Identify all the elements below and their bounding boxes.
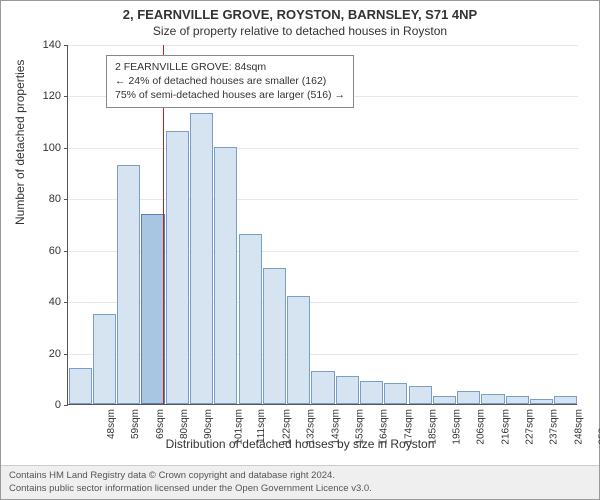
histogram-bar xyxy=(141,214,164,404)
histogram-bar xyxy=(554,396,577,404)
y-tick-mark xyxy=(64,96,68,97)
y-tick-mark xyxy=(64,45,68,46)
gridline xyxy=(68,148,578,149)
y-tick-mark xyxy=(64,405,68,406)
x-axis-label: Distribution of detached houses by size … xyxy=(1,437,599,451)
chart-footer: Contains HM Land Registry data © Crown c… xyxy=(1,465,599,499)
y-tick-label: 40 xyxy=(1,296,61,308)
y-tick-label: 20 xyxy=(1,348,61,360)
annotation-line-1: 2 FEARNVILLE GROVE: 84sqm xyxy=(115,60,345,74)
chart-plot-area: 48sqm59sqm69sqm80sqm90sqm101sqm111sqm122… xyxy=(67,45,577,405)
histogram-bar xyxy=(360,381,383,404)
y-tick-label: 80 xyxy=(1,193,61,205)
chart-title-sub: Size of property relative to detached ho… xyxy=(1,22,599,38)
histogram-bar xyxy=(287,296,310,404)
histogram-bar xyxy=(117,165,140,404)
histogram-bar xyxy=(384,383,407,404)
gridline xyxy=(68,199,578,200)
y-tick-mark xyxy=(64,199,68,200)
footer-line-2: Contains public sector information licen… xyxy=(9,483,591,495)
y-tick-label: 0 xyxy=(1,399,61,411)
y-tick-label: 100 xyxy=(1,142,61,154)
histogram-bar xyxy=(93,314,116,404)
y-tick-label: 140 xyxy=(1,39,61,51)
histogram-bar xyxy=(433,396,456,404)
chart-title-main: 2, FEARNVILLE GROVE, ROYSTON, BARNSLEY, … xyxy=(1,1,599,22)
x-tick-label: 90sqm xyxy=(203,409,214,439)
histogram-bar xyxy=(239,234,262,404)
chart-container: 2, FEARNVILLE GROVE, ROYSTON, BARNSLEY, … xyxy=(0,0,600,500)
histogram-bar xyxy=(311,371,334,404)
histogram-bar xyxy=(214,147,237,404)
annotation-line-3: 75% of semi-detached houses are larger (… xyxy=(115,88,345,102)
annotation-line-2: ← 24% of detached houses are smaller (16… xyxy=(115,74,345,88)
x-tick-label: 48sqm xyxy=(106,409,117,439)
histogram-bar xyxy=(481,394,504,404)
annotation-box: 2 FEARNVILLE GROVE: 84sqm← 24% of detach… xyxy=(106,55,354,108)
histogram-bar xyxy=(190,113,213,404)
y-tick-mark xyxy=(64,302,68,303)
histogram-bar xyxy=(263,268,286,404)
histogram-bar xyxy=(506,396,529,404)
gridline xyxy=(68,45,578,46)
y-tick-mark xyxy=(64,251,68,252)
chart-plot: 48sqm59sqm69sqm80sqm90sqm101sqm111sqm122… xyxy=(67,45,577,405)
histogram-bar xyxy=(457,391,480,404)
x-tick-label: 80sqm xyxy=(179,409,190,439)
y-tick-mark xyxy=(64,148,68,149)
footer-line-1: Contains HM Land Registry data © Crown c… xyxy=(9,470,591,482)
histogram-bar xyxy=(530,399,553,404)
y-tick-label: 120 xyxy=(1,90,61,102)
x-tick-label: 69sqm xyxy=(155,409,166,439)
histogram-bar xyxy=(166,131,189,404)
y-tick-label: 60 xyxy=(1,245,61,257)
histogram-bar xyxy=(409,386,432,404)
x-tick-label: 59sqm xyxy=(130,409,141,439)
y-tick-mark xyxy=(64,354,68,355)
histogram-bar xyxy=(69,368,92,404)
histogram-bar xyxy=(336,376,359,404)
